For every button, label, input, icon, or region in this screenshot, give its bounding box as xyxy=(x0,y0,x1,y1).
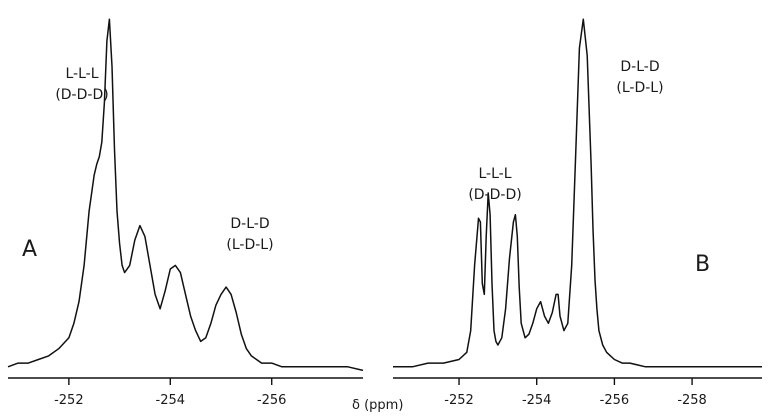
x-tick-label: -254 xyxy=(522,393,552,408)
spectrum-trace-a xyxy=(7,18,364,372)
peak-label-lll: (D-D-D) xyxy=(55,87,108,103)
panel-letter: A xyxy=(22,237,37,262)
panel-a-chart: -252 -254 -256 A L-L-L (D-D-D) D-L-D (L-D-L) δ (… xyxy=(7,18,403,413)
panel-letter: B xyxy=(695,252,710,277)
x-tick-label: -252 xyxy=(444,393,474,408)
spectrum-trace-b xyxy=(393,18,762,368)
peak-label-lll: L-L-L xyxy=(65,66,98,82)
peak-label-lll: (D-D-D) xyxy=(468,187,521,203)
peak-label-dld: D-L-D xyxy=(230,216,269,232)
x-axis-unit-label: δ (ppm) xyxy=(352,398,403,413)
x-tick-label: -254 xyxy=(156,393,186,408)
x-tick-label: -256 xyxy=(257,393,287,408)
peak-label-lll: L-L-L xyxy=(478,166,511,182)
peak-label-dld: D-L-D xyxy=(620,59,659,75)
x-tick-label: -256 xyxy=(600,393,630,408)
x-tick-label: -252 xyxy=(54,393,84,408)
peak-label-dld: (L-D-L) xyxy=(226,237,273,253)
peak-label-dld: (L-D-L) xyxy=(616,80,663,96)
x-tick-label: -258 xyxy=(677,393,707,408)
panel-b-chart: -252 -254 -256 -258 B L-L-L (D-D-D) D-L-D (L-D-L… xyxy=(393,18,762,408)
